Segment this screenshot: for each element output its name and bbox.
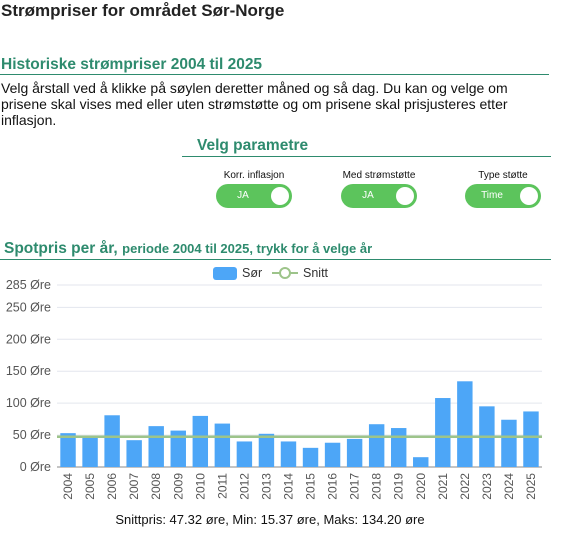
toggle-value-support: JA xyxy=(362,190,374,201)
legend-label-sor[interactable]: Sør xyxy=(242,266,262,280)
y-tick-label: 50 Øre xyxy=(13,428,51,442)
toggle-support[interactable]: JA xyxy=(341,184,417,208)
bar-2016[interactable] xyxy=(324,442,341,467)
bar-2012[interactable] xyxy=(236,441,253,467)
x-tick-label: 2018 xyxy=(370,473,384,500)
x-tick-label: 2006 xyxy=(105,473,119,500)
legend-marker-snitt[interactable] xyxy=(279,267,291,279)
y-tick-label: 0 Øre xyxy=(20,460,51,474)
x-tick-label: 2010 xyxy=(193,473,207,500)
x-tick-label: 2013 xyxy=(259,473,273,500)
x-tick-label: 2012 xyxy=(237,473,251,500)
x-tick-label: 2021 xyxy=(436,473,450,500)
x-tick-label: 2023 xyxy=(480,473,494,500)
bar-2020[interactable] xyxy=(413,457,429,467)
x-tick-label: 2024 xyxy=(502,473,516,500)
bar-2024[interactable] xyxy=(501,419,517,467)
x-tick-label: 2014 xyxy=(281,473,295,500)
intro-text: Velg årstall ved å klikke på søylen dere… xyxy=(1,80,508,128)
x-tick-label: 2015 xyxy=(304,473,318,500)
x-tick-label: 2005 xyxy=(83,473,97,500)
bar-2010[interactable] xyxy=(192,415,209,467)
toggle-value-support-type: Time xyxy=(481,190,503,201)
y-tick-label: 150 Øre xyxy=(6,364,51,378)
bar-2019[interactable] xyxy=(390,428,407,467)
bar-2007[interactable] xyxy=(126,440,142,467)
price-summary: Snittpris: 47.32 øre, Min: 15.37 øre, Ma… xyxy=(115,512,425,527)
x-tick-label: 2008 xyxy=(149,473,163,500)
spot-title-main: Spotpris per år, xyxy=(4,240,118,257)
toggle-knob-icon xyxy=(396,187,414,205)
toggle-label-inflation: Korr. inflasjon xyxy=(223,170,285,181)
page-title: Strømpriser for området Sør-Norge xyxy=(1,1,285,20)
toggle-value-inflation: JA xyxy=(237,190,249,201)
y-tick-label: 200 Øre xyxy=(6,332,51,346)
y-tick-label: 100 Øre xyxy=(6,396,51,410)
bar-2013[interactable] xyxy=(258,433,275,467)
toggle-label-support-type: Type støtte xyxy=(478,170,528,181)
x-tick-label: 2022 xyxy=(458,473,472,500)
x-tick-label: 2020 xyxy=(414,473,428,500)
bar-2005[interactable] xyxy=(82,437,98,467)
x-tick-label: 2025 xyxy=(524,473,538,500)
toggle-group-support: Med strømstøtte JA xyxy=(329,170,429,208)
bar-2022[interactable] xyxy=(457,381,473,467)
x-tick-label: 2011 xyxy=(215,473,229,499)
section-title: Historiske strømpriser 2004 til 2025 xyxy=(1,56,263,73)
x-tick-label: 2004 xyxy=(61,473,75,500)
spot-title-sub: periode 2004 til 2025, trykk for å velge… xyxy=(122,241,373,256)
x-tick-label: 2017 xyxy=(348,473,362,500)
bar-2017[interactable] xyxy=(346,438,363,467)
toggle-group-inflation: Korr. inflasjon JA xyxy=(204,170,304,208)
section-divider xyxy=(0,74,549,75)
y-tick-label: 250 Øre xyxy=(6,300,51,314)
bar-2011[interactable] xyxy=(214,423,231,467)
spot-price-chart: 0 Øre 50 Øre 100 Øre 150 Øre 200 Øre 250 Øre 2… xyxy=(6,266,542,500)
bar-2018[interactable] xyxy=(368,424,385,467)
bar-2021[interactable] xyxy=(435,398,451,467)
bar-2015[interactable] xyxy=(302,447,319,467)
spot-title: Spotpris per år, periode 2004 til 2025, … xyxy=(4,240,372,258)
toggle-group-support-type: Type støtte Time xyxy=(453,170,553,208)
x-tick-label: 2007 xyxy=(127,473,141,500)
toggle-label-support: Med strømstøtte xyxy=(342,170,416,181)
y-tick-label: 285 Øre xyxy=(6,278,51,292)
toggle-knob-icon xyxy=(271,187,289,205)
bar-2008[interactable] xyxy=(148,426,164,467)
params-title: Velg parametre xyxy=(197,137,309,154)
bar-2009[interactable] xyxy=(170,430,186,467)
x-tick-label: 2009 xyxy=(171,473,185,500)
bar-2025[interactable] xyxy=(523,411,539,467)
bar-2004[interactable] xyxy=(60,433,76,467)
spot-divider xyxy=(0,259,551,260)
legend-label-snitt[interactable]: Snitt xyxy=(303,266,329,280)
params-divider xyxy=(182,156,551,157)
toggle-knob-icon xyxy=(520,187,538,205)
toggle-inflation[interactable]: JA xyxy=(216,184,292,208)
bar-2006[interactable] xyxy=(104,415,120,467)
toggle-support-type[interactable]: Time xyxy=(465,184,541,208)
bar-2014[interactable] xyxy=(280,441,297,467)
legend-swatch-sor[interactable] xyxy=(213,267,237,280)
x-tick-label: 2019 xyxy=(392,473,406,500)
x-tick-label: 2016 xyxy=(326,473,340,500)
